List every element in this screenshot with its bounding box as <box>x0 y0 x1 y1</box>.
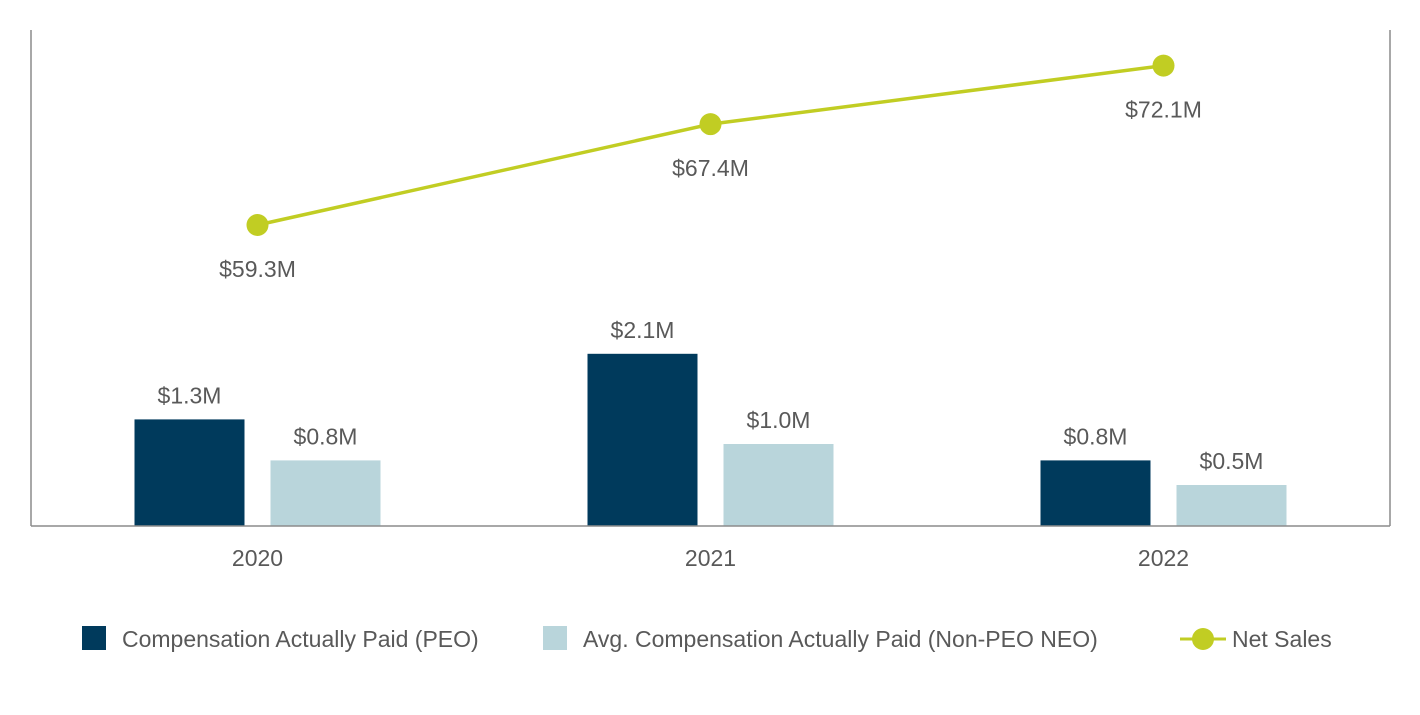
bar-data-label: $2.1M <box>611 317 675 343</box>
x-tick-label: 2021 <box>685 545 736 571</box>
bar-data-label: $0.8M <box>1064 423 1128 449</box>
bar-non-peo <box>270 460 381 526</box>
net-sales-marker <box>699 113 722 136</box>
net-sales-data-label: $59.3M <box>219 256 296 282</box>
bar-peo <box>1040 460 1151 526</box>
legend-label-net-sales: Net Sales <box>1232 626 1332 652</box>
legend-swatch-net-sales-marker <box>1192 628 1214 650</box>
bar-data-label: $0.5M <box>1200 448 1264 474</box>
bar-data-label: $1.3M <box>158 382 222 408</box>
legend-swatch-non-peo <box>543 626 567 650</box>
legend-swatch-peo <box>82 626 106 650</box>
x-tick-label: 2020 <box>232 545 283 571</box>
legend: Compensation Actually Paid (PEO) Avg. Co… <box>82 626 1332 652</box>
net-sales-data-label: $72.1M <box>1125 97 1202 123</box>
bar-non-peo <box>1176 485 1287 526</box>
legend-label-non-peo: Avg. Compensation Actually Paid (Non-PEO… <box>583 626 1098 652</box>
net-sales-line <box>257 63 1164 227</box>
net-sales-marker <box>1152 54 1175 77</box>
net-sales-marker <box>246 214 269 236</box>
x-tick-label: 2022 <box>1138 545 1189 571</box>
net-sales-data-label: $67.4M <box>672 155 749 181</box>
legend-label-peo: Compensation Actually Paid (PEO) <box>122 626 479 652</box>
bar-peo <box>134 419 245 526</box>
bar-data-label: $0.8M <box>294 423 358 449</box>
bar-non-peo <box>723 444 834 526</box>
bar-peo <box>587 353 698 526</box>
bar-data-label: $1.0M <box>747 407 811 433</box>
